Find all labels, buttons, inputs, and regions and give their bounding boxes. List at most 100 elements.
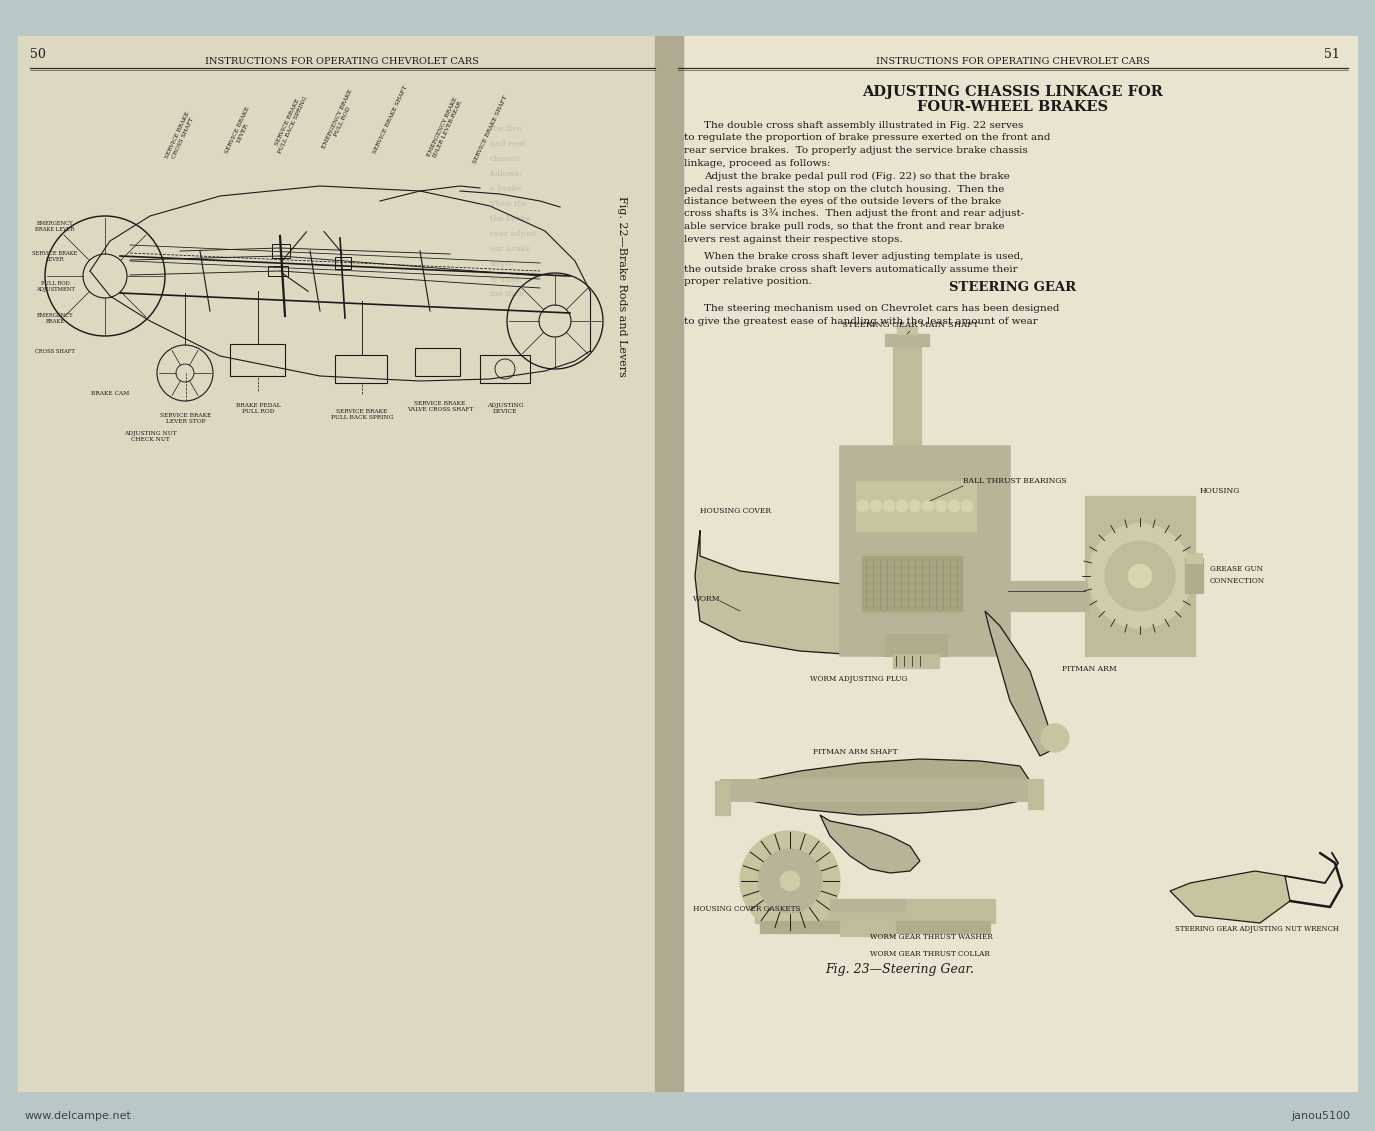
Bar: [480, 355, 529, 383]
Circle shape: [883, 500, 895, 512]
Text: SERVICE BRAKE SHAFT: SERVICE BRAKE SHAFT: [373, 85, 408, 154]
Bar: [760, 921, 990, 933]
Text: cross shafts is 3¾ inches.  Then adjust the front and rear adjust-: cross shafts is 3¾ inches. Then adjust t…: [683, 209, 1024, 218]
Circle shape: [947, 500, 960, 512]
Bar: [862, 556, 962, 611]
Text: CONNECTION: CONNECTION: [1210, 577, 1265, 585]
Bar: [18, 36, 666, 1091]
Text: BRAKE PEDAL
PULL ROD: BRAKE PEDAL PULL ROD: [235, 403, 280, 414]
Text: me their: me their: [490, 290, 525, 297]
Text: EMERGENCY BRAKE
IDLER LEVER-REAR: EMERGENCY BRAKE IDLER LEVER-REAR: [426, 96, 463, 159]
Text: follows:: follows:: [490, 170, 522, 178]
Bar: [654, 36, 683, 1091]
Circle shape: [935, 500, 947, 512]
Polygon shape: [984, 611, 1060, 756]
Text: INSTRUCTIONS FOR OPERATING CHEVROLET CARS: INSTRUCTIONS FOR OPERATING CHEVROLET CAR…: [876, 57, 1150, 66]
Bar: [272, 244, 290, 258]
Circle shape: [909, 500, 921, 512]
Bar: [840, 446, 1011, 656]
Text: SERVICE BRAKE
VALVE CROSS SHAFT: SERVICE BRAKE VALVE CROSS SHAFT: [407, 402, 473, 412]
Text: PITMAN ARM: PITMAN ARM: [1062, 665, 1116, 673]
Text: rear adjust-: rear adjust-: [490, 230, 539, 238]
Text: distance between the eyes of the outside levers of the brake: distance between the eyes of the outside…: [683, 197, 1001, 206]
Bar: [336, 257, 351, 269]
Text: SERVICE BRAKE
LEVER STOP: SERVICE BRAKE LEVER STOP: [161, 413, 212, 424]
Text: BRAKE CAM: BRAKE CAM: [91, 391, 129, 396]
Text: EMERGENCY
BRAKE LEVER: EMERGENCY BRAKE LEVER: [36, 222, 74, 232]
Polygon shape: [1170, 871, 1290, 923]
Text: linkage, proceed as follows:: linkage, proceed as follows:: [683, 158, 830, 167]
Text: SERVICE BRAKE
PULL BACK SPRING: SERVICE BRAKE PULL BACK SPRING: [330, 409, 393, 420]
Text: GREASE GUN: GREASE GUN: [1210, 566, 1264, 573]
Circle shape: [780, 871, 800, 891]
Circle shape: [1128, 564, 1152, 588]
Text: and rear: and rear: [490, 140, 527, 148]
Text: STEERING GEAR MAIN SHAFT: STEERING GEAR MAIN SHAFT: [842, 321, 978, 329]
Text: ADJUSTING NUT
CHECK NUT: ADJUSTING NUT CHECK NUT: [124, 431, 176, 442]
Polygon shape: [820, 815, 920, 873]
Bar: [830, 899, 905, 910]
Circle shape: [870, 500, 881, 512]
Text: ADJUSTING CHASSIS LINKAGE FOR: ADJUSTING CHASSIS LINKAGE FOR: [862, 85, 1163, 100]
Text: is used,: is used,: [490, 275, 522, 283]
Text: WORM: WORM: [693, 595, 720, 603]
Polygon shape: [694, 530, 901, 656]
Text: EMERGENCY BRAKE
PULL ROD: EMERGENCY BRAKE PULL ROD: [322, 88, 359, 152]
Circle shape: [1088, 524, 1192, 628]
Text: HOUSING COVER: HOUSING COVER: [700, 507, 771, 515]
Circle shape: [758, 849, 822, 913]
Circle shape: [1106, 541, 1176, 611]
Text: proper relative position.: proper relative position.: [683, 277, 811, 286]
Text: levers rest against their respective stops.: levers rest against their respective sto…: [683, 234, 902, 243]
Text: Fig. 23—Steering Gear.: Fig. 23—Steering Gear.: [825, 962, 975, 976]
Bar: [755, 899, 996, 923]
Text: BALL THRUST BEARINGS: BALL THRUST BEARINGS: [962, 477, 1067, 485]
Circle shape: [896, 500, 908, 512]
Text: When the brake cross shaft lever adjusting template is used,: When the brake cross shaft lever adjusti…: [704, 252, 1023, 261]
Circle shape: [857, 500, 869, 512]
Text: FOUR-WHEEL BRAKES: FOUR-WHEEL BRAKES: [917, 100, 1108, 114]
Polygon shape: [720, 759, 1030, 815]
Circle shape: [923, 500, 934, 512]
Text: EMERGENCY
BRAKE: EMERGENCY BRAKE: [37, 313, 73, 323]
Text: the outside brake cross shaft levers automatically assume their: the outside brake cross shaft levers aut…: [683, 265, 1018, 274]
Text: the five: the five: [490, 126, 521, 133]
Text: chassis: chassis: [490, 155, 520, 163]
Text: Then the: Then the: [490, 200, 528, 208]
Text: Adjust the brake pedal pull rod (Fig. 22) so that the brake: Adjust the brake pedal pull rod (Fig. 22…: [704, 172, 1009, 181]
Text: to regulate the proportion of brake pressure exerted on the front and: to regulate the proportion of brake pres…: [683, 133, 1050, 143]
Circle shape: [961, 500, 973, 512]
Bar: [720, 779, 1030, 801]
Bar: [336, 355, 386, 383]
Circle shape: [1041, 724, 1068, 752]
Bar: [672, 36, 1357, 1091]
Text: PITMAN ARM SHAFT: PITMAN ARM SHAFT: [813, 748, 898, 756]
Text: to give the greatest ease of handling with the least amount of wear: to give the greatest ease of handling wi…: [683, 317, 1038, 326]
Bar: [415, 348, 461, 375]
Text: WORM ADJUSTING PLUG: WORM ADJUSTING PLUG: [810, 675, 908, 683]
Text: rear service brakes.  To properly adjust the service brake chassis: rear service brakes. To properly adjust …: [683, 146, 1027, 155]
Text: The steering mechanism used on Chevrolet cars has been designed: The steering mechanism used on Chevrolet…: [704, 304, 1060, 313]
Text: stops.: stops.: [490, 260, 514, 268]
Text: WORM GEAR THRUST COLLAR: WORM GEAR THRUST COLLAR: [870, 950, 990, 958]
Bar: [715, 782, 730, 815]
Circle shape: [740, 831, 840, 931]
Text: SERVICE BRAKE
CROSS SHAFT: SERVICE BRAKE CROSS SHAFT: [164, 111, 195, 162]
Text: STEERING GEAR: STEERING GEAR: [949, 280, 1077, 294]
Text: HOUSING COVER GASKETS: HOUSING COVER GASKETS: [693, 905, 800, 913]
Bar: [896, 326, 917, 334]
Text: ADJUSTING
DEVICE: ADJUSTING DEVICE: [487, 403, 524, 414]
Bar: [230, 344, 285, 375]
Text: HOUSING: HOUSING: [1200, 487, 1240, 495]
Text: 50: 50: [30, 48, 45, 61]
Bar: [886, 634, 947, 656]
Text: The double cross shaft assembly illustrated in Fig. 22 serves: The double cross shaft assembly illustra…: [704, 121, 1023, 130]
Bar: [1085, 497, 1195, 656]
Text: SERVICE BRAKE
LEVER: SERVICE BRAKE LEVER: [224, 106, 256, 157]
Bar: [886, 334, 930, 346]
Text: SERVICE BRAKE
PULL BACK SPRING: SERVICE BRAKE PULL BACK SPRING: [272, 93, 308, 154]
Text: able service brake pull rods, so that the front and rear brake: able service brake pull rods, so that th…: [683, 222, 1005, 231]
Bar: [840, 920, 895, 936]
Text: the brake: the brake: [490, 215, 531, 223]
Bar: [1185, 558, 1203, 593]
